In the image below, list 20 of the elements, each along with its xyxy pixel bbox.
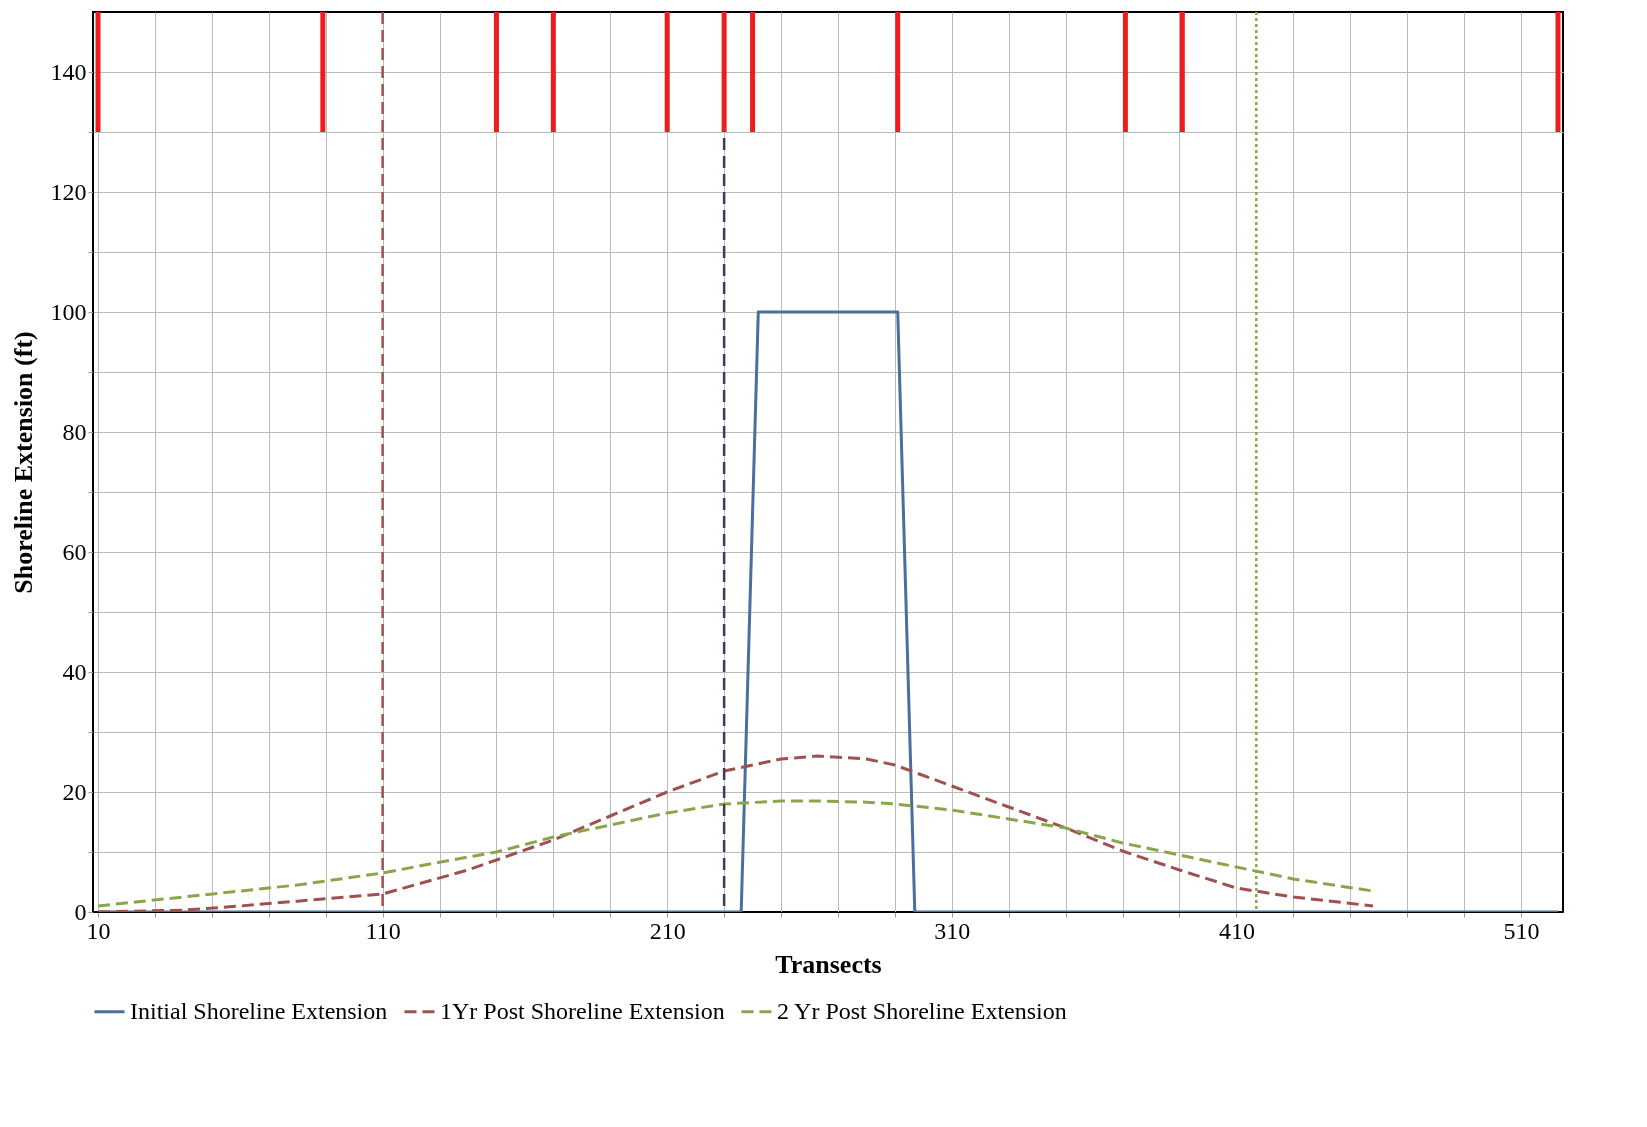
y-tick-label: 100 <box>50 298 87 325</box>
legend-label: 2 Yr Post Shoreline Extension <box>777 997 1067 1024</box>
y-tick-label: 0 <box>74 898 87 925</box>
x-axis-title: Transects <box>775 949 882 979</box>
y-tick-label: 140 <box>50 58 87 85</box>
x-tick-label: 510 <box>1503 917 1540 944</box>
line-series <box>96 754 1375 912</box>
legend-label: 1Yr Post Shoreline Extension <box>440 997 725 1024</box>
y-tick-label: 40 <box>62 658 87 685</box>
y-axis-title: Shoreline Extension (ft) <box>8 331 38 594</box>
x-tick-label: 110 <box>365 917 401 944</box>
x-tick-label: 210 <box>649 917 686 944</box>
y-tick-label: 20 <box>62 778 87 805</box>
y-tick-label: 120 <box>50 178 87 205</box>
legend-label: Initial Shoreline Extension <box>130 997 388 1024</box>
x-tick-label: 310 <box>934 917 971 944</box>
x-tick-label: 410 <box>1218 917 1255 944</box>
x-tick-label: 10 <box>86 917 111 944</box>
y-tick-label: 60 <box>62 538 87 565</box>
y-tick-label: 80 <box>62 418 87 445</box>
